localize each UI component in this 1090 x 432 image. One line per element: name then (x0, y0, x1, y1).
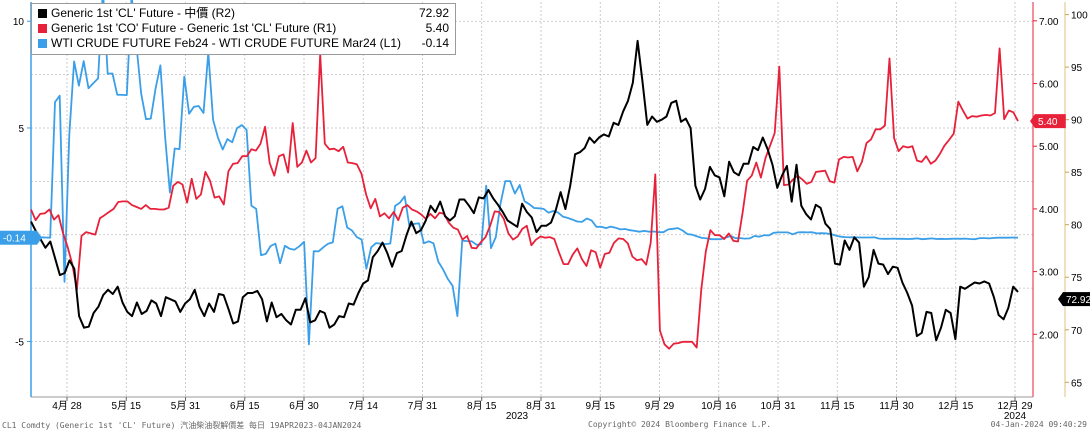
x-tick-label: 5月 31 (171, 400, 201, 412)
r2-tick-label: 80 (1071, 221, 1083, 232)
last-value-tags: -0.14 5.40 72.92 (0, 114, 1090, 307)
legend-entry-co-cl-spread: Generic 1st 'CO' Future - Generic 1st 'C… (38, 21, 449, 36)
x-year-label: 2023 (506, 411, 529, 422)
x-year-label: 2024 (1004, 411, 1027, 422)
x-tick-label: 8月 31 (526, 400, 556, 412)
legend-swatch-co-cl-spread (38, 24, 47, 33)
r1-tick-label: 6.00 (1039, 80, 1059, 91)
x-tick-label: 12月 29 (997, 400, 1032, 412)
x-tick-label: 6月 30 (289, 400, 319, 412)
legend: Generic 1st 'CL' Future - 中價 (R2) 72.92 … (31, 3, 457, 55)
x-tick-label: 11月 15 (820, 400, 855, 412)
r2-tick-label: 65 (1071, 378, 1083, 389)
x-tick-label: 4月 28 (52, 400, 82, 412)
footer-security-description: CL1 Comdty (Generic 1st 'CL' Future) 汽油柴… (2, 421, 362, 430)
left-tick-label: 10 (13, 17, 25, 28)
x-tick-label: 10月 31 (760, 400, 795, 412)
x-tick-label: 6月 15 (230, 400, 260, 412)
x-tick-label: 9月 29 (645, 400, 675, 412)
r2-tick-label: 100 (1071, 11, 1088, 22)
last-value-tag-box (0, 230, 37, 245)
r2-tick-label: 85 (1071, 168, 1083, 179)
legend-value-co-cl-spread: 5.40 (425, 21, 450, 35)
r2-tick-label: 70 (1071, 326, 1083, 337)
last-value-tag-pointer (1058, 292, 1063, 307)
x-tick-label: 5月 15 (112, 400, 142, 412)
last-value-tag-box (1063, 292, 1090, 307)
x-tick-label: 12月 15 (938, 400, 973, 412)
legend-value-cl-mid: 72.92 (419, 6, 450, 20)
legend-label-wti-calendar-spread: WTI CRUDE FUTURE Feb24 - WTI CRUDE FUTUR… (51, 36, 402, 50)
last-value-tag-pointer (1030, 114, 1035, 129)
last-value-tag-box (1035, 114, 1066, 129)
last-value-tag-label: -0.14 (3, 234, 26, 245)
series-line-co-cl-spread (30, 47, 1019, 350)
footer-timestamp: 04-Jan-2024 09:40:29 (990, 420, 1087, 429)
left-tick-label: -5 (15, 337, 24, 348)
r1-tick-label: 2.00 (1039, 330, 1059, 341)
series-line-cl-mid (30, 39, 1019, 342)
last-value-tag-pointer (37, 230, 42, 245)
footer-copyright: Copyright© 2024 Bloomberg Finance L.P. (588, 420, 772, 429)
legend-swatch-wti-calendar-spread (38, 39, 47, 48)
r1-tick-label: 5.00 (1039, 142, 1059, 153)
legend-entry-wti-calendar-spread: WTI CRUDE FUTURE Feb24 - WTI CRUDE FUTUR… (38, 36, 449, 51)
legend-entry-cl-mid: Generic 1st 'CL' Future - 中價 (R2) 72.92 (38, 6, 449, 21)
r1-tick-label: 7.00 (1039, 17, 1059, 28)
r2-tick-label: 75 (1071, 273, 1083, 284)
legend-value-wti-calendar-spread: -0.14 (421, 36, 450, 50)
r1-tick-label: 4.00 (1039, 205, 1059, 216)
x-tick-label: 9月 15 (586, 400, 616, 412)
legend-label-cl-mid: Generic 1st 'CL' Future - 中價 (R2) (51, 6, 235, 20)
axes: 10 5 -5 4月 28 5月 15 5月 31 6月 15 6月 30 7月 14 7月 31… (13, 2, 1088, 422)
r2-tick-label: 95 (1071, 63, 1083, 74)
x-tick-label: 7月 14 (349, 400, 379, 412)
r2-tick-label: 90 (1071, 116, 1083, 127)
x-tick-label: 7月 31 (408, 400, 438, 412)
series-lines (30, 0, 1019, 350)
r1-tick-label: 3.00 (1039, 268, 1059, 279)
gridlines (31, 2, 1033, 397)
legend-swatch-cl-mid (38, 9, 47, 18)
x-tick-label: 8月 15 (467, 400, 497, 412)
x-tick-label: 10月 16 (701, 400, 736, 412)
left-tick-label: 5 (18, 124, 24, 135)
x-tick-label: 11月 30 (879, 400, 914, 412)
legend-label-co-cl-spread: Generic 1st 'CO' Future - Generic 1st 'C… (51, 21, 337, 35)
last-value-tag-label: 5.40 (1038, 117, 1058, 128)
last-value-tag-label: 72.92 (1066, 295, 1090, 306)
